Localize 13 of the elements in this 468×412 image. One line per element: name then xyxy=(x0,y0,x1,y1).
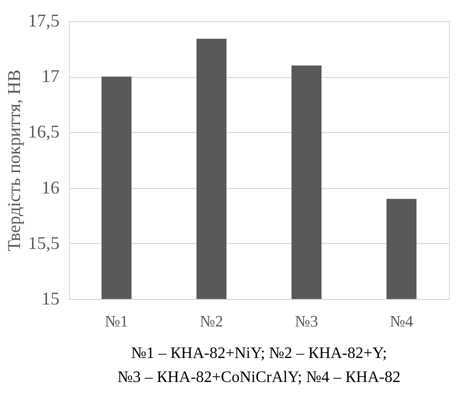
y-tick-label: 15 xyxy=(42,288,60,308)
x-tick-label: №1 xyxy=(104,314,128,330)
x-tick-label: №3 xyxy=(294,314,318,330)
text: №1 – КНА-82+NiY; №2 – КНА-82+Y; xyxy=(131,345,387,362)
y-axis-title: Твердість покриття, HB xyxy=(4,70,24,252)
y-tick-label: 17,5 xyxy=(28,10,60,30)
y-tick-label: 15,5 xyxy=(28,232,60,253)
x-tick-label: №4 xyxy=(390,314,414,330)
text: №3 – КНА-82+CoNiCrAlY; №4 – КНА-82 xyxy=(118,369,400,386)
y-tick-label: 17 xyxy=(42,66,60,86)
x-tick-label: №2 xyxy=(200,314,224,330)
y-tick-label: 16 xyxy=(42,177,60,198)
y-tick-label: 16,5 xyxy=(28,122,60,142)
